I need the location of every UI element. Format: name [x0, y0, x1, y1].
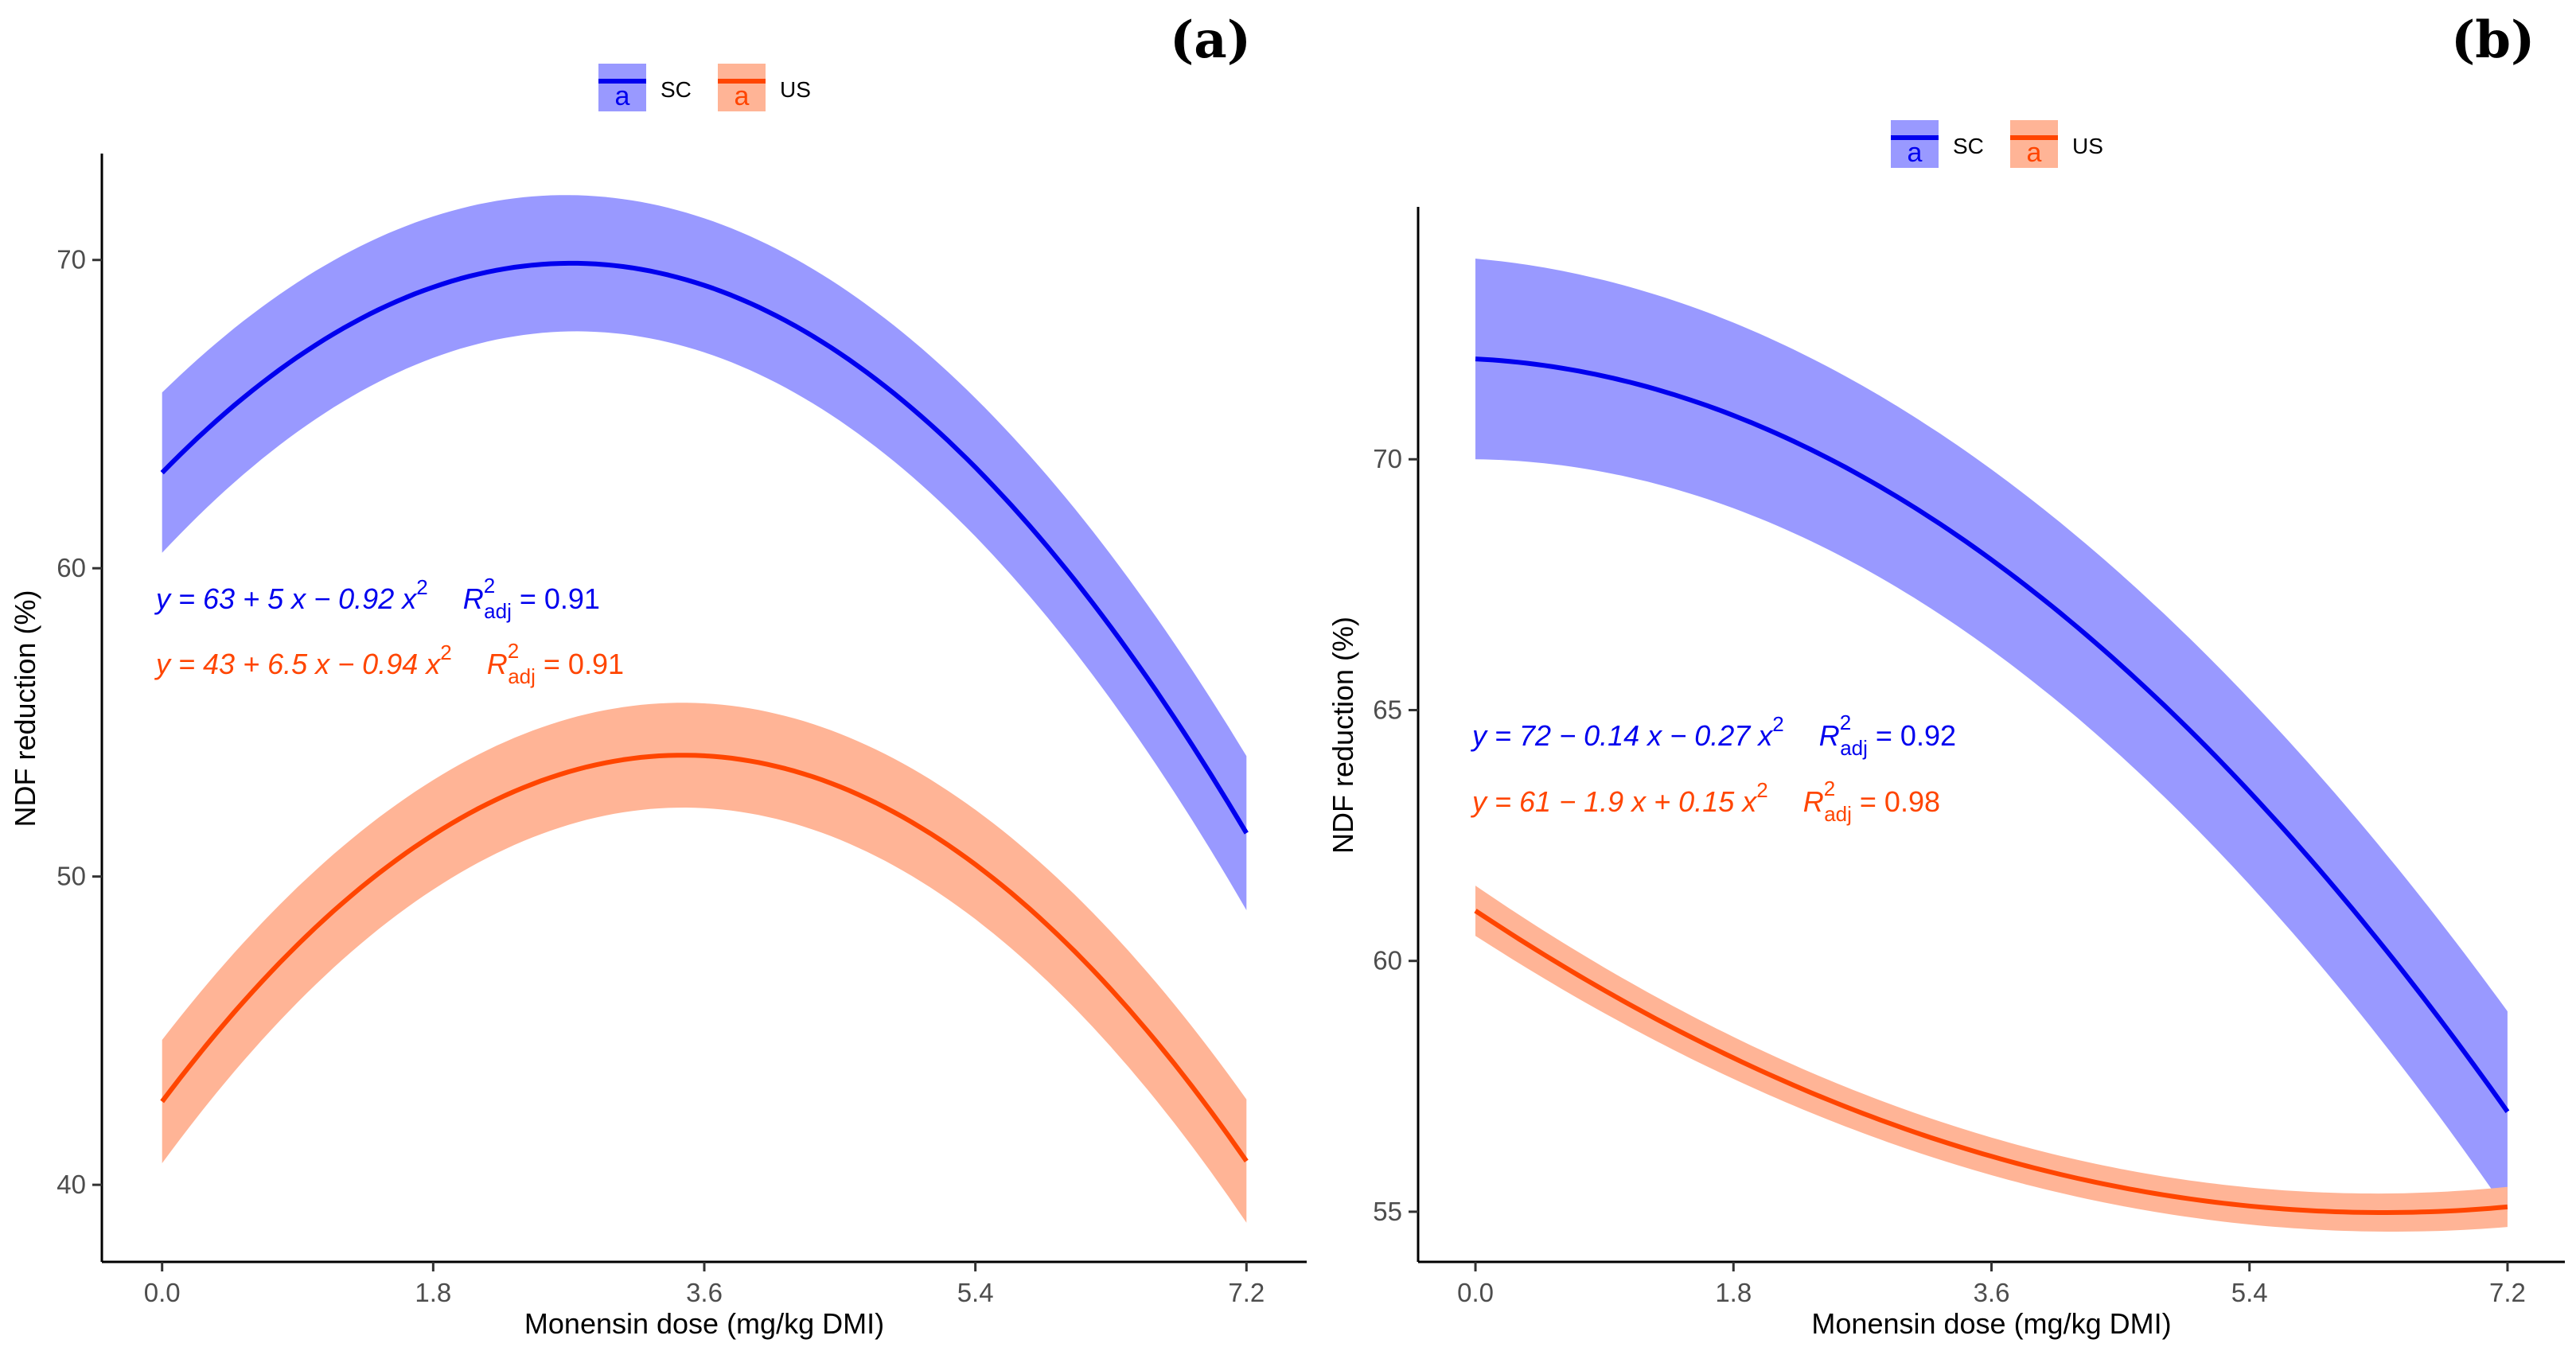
legend-label-sc: SC: [1953, 134, 1984, 158]
equation-part: 2: [1840, 711, 1851, 734]
series-line-us: [160, 753, 1249, 1163]
y-tick-label: 40: [57, 1170, 86, 1199]
panel-label: (b): [2451, 10, 2535, 70]
x-tick-label: 7.2: [2489, 1278, 2526, 1307]
equation-part: = 0.92: [1868, 719, 1956, 752]
equation-part: y = 72 − 0.14 x − 0.27 x: [1470, 719, 1774, 752]
y-tick-label: 70: [1373, 444, 1402, 473]
x-tick-label: 3.6: [1974, 1278, 2010, 1307]
equation-part: R: [1819, 719, 1840, 752]
equation-part: = 0.91: [536, 648, 624, 680]
panel-label: (a): [1170, 10, 1251, 70]
x-tick-label: 0.0: [144, 1278, 181, 1307]
legend: a SC a US: [598, 64, 811, 111]
equation-part: 2: [508, 639, 519, 663]
y-tick-label: 65: [1373, 695, 1402, 724]
x-tick-label: 3.6: [686, 1278, 723, 1307]
equation-part: 2: [1772, 712, 1783, 736]
legend-label-us: US: [780, 77, 811, 102]
equation-sc: y = 72 − 0.14 x − 0.27 x2 R2 adj = 0.92: [1470, 711, 1956, 760]
equation-part: 2: [440, 640, 451, 664]
legend-key-glyph: a: [615, 81, 630, 111]
series-line-us: [1474, 909, 2508, 1215]
series-line-sc: [160, 260, 1249, 835]
ci-band-sc: [162, 195, 1247, 910]
equation-part: 2: [484, 574, 495, 598]
legend-key-sc: [598, 64, 646, 111]
x-tick-label: 5.4: [957, 1278, 994, 1307]
legend-key-glyph: a: [735, 81, 750, 111]
legend-label-sc: SC: [661, 77, 692, 102]
equation-part: adj: [508, 664, 536, 688]
x-tick-label: 0.0: [1457, 1278, 1494, 1307]
y-axis-title: NDF reduction (%): [9, 590, 41, 827]
equation-part: y = 61 − 1.9 x + 0.15 x: [1470, 785, 1758, 818]
equation-part: 2: [416, 575, 427, 599]
x-axis-title: Monensin dose (mg/kg DMI): [524, 1307, 884, 1340]
x-axis-title: Monensin dose (mg/kg DMI): [1811, 1307, 2171, 1340]
equation-part: adj: [1840, 736, 1868, 760]
legend-label-us: US: [2072, 134, 2103, 158]
x-tick-label: 1.8: [1715, 1278, 1752, 1307]
equation-part: = 0.91: [512, 582, 600, 615]
equation-part: y = 43 + 6.5 x − 0.94 x: [154, 648, 442, 680]
ci-band-us: [1475, 886, 2508, 1232]
x-tick-label: 7.2: [1228, 1278, 1265, 1307]
equation-part: adj: [484, 599, 512, 623]
series-line-sc: [1475, 356, 2510, 1113]
y-tick-label: 55: [1373, 1197, 1402, 1226]
y-tick-label: 70: [57, 245, 86, 274]
chart-panel-a: 0.0 1.8 3.6 5.4 7.2 40 50 60 70 Monensin dose (mg…: [9, 10, 1307, 1340]
equation-part: 2: [1824, 777, 1835, 800]
ci-band-sc: [1475, 259, 2508, 1213]
y-tick-label: 60: [1373, 946, 1402, 975]
y-axis-title: NDF reduction (%): [1327, 617, 1359, 854]
equation-sc: y = 63 + 5 x − 0.92 x2 R2 adj = 0.91: [154, 574, 600, 623]
legend: a SC a US: [1891, 120, 2103, 168]
legend-key-us: [718, 64, 766, 111]
equation-part: R: [487, 648, 508, 680]
legend-key-us: [2010, 120, 2058, 168]
y-tick-label: 50: [57, 862, 86, 891]
equation-part: 2: [1756, 778, 1767, 802]
x-tick-label: 1.8: [415, 1278, 451, 1307]
equation-part: = 0.98: [1852, 785, 1940, 818]
y-tick-label: 60: [57, 553, 86, 582]
equation-part: adj: [1824, 802, 1852, 826]
legend-key-glyph: a: [1908, 138, 1923, 168]
legend-key-sc: [1891, 120, 1939, 168]
legend-key-glyph: a: [2027, 138, 2042, 168]
equation-part: y = 63 + 5 x − 0.92 x: [154, 582, 418, 615]
equation-part: R: [463, 582, 484, 615]
x-tick-label: 5.4: [2231, 1278, 2268, 1307]
equation-us: y = 61 − 1.9 x + 0.15 x2 R2 adj = 0.98: [1470, 777, 1940, 826]
equation-us: y = 43 + 6.5 x − 0.94 x2 R2 adj = 0.91: [154, 639, 624, 688]
chart-panel-b: 0.0 1.8 3.6 5.4 7.2 55 60 65 70 Monensin dose (mg…: [1327, 10, 2565, 1340]
equation-part: R: [1803, 785, 1824, 818]
